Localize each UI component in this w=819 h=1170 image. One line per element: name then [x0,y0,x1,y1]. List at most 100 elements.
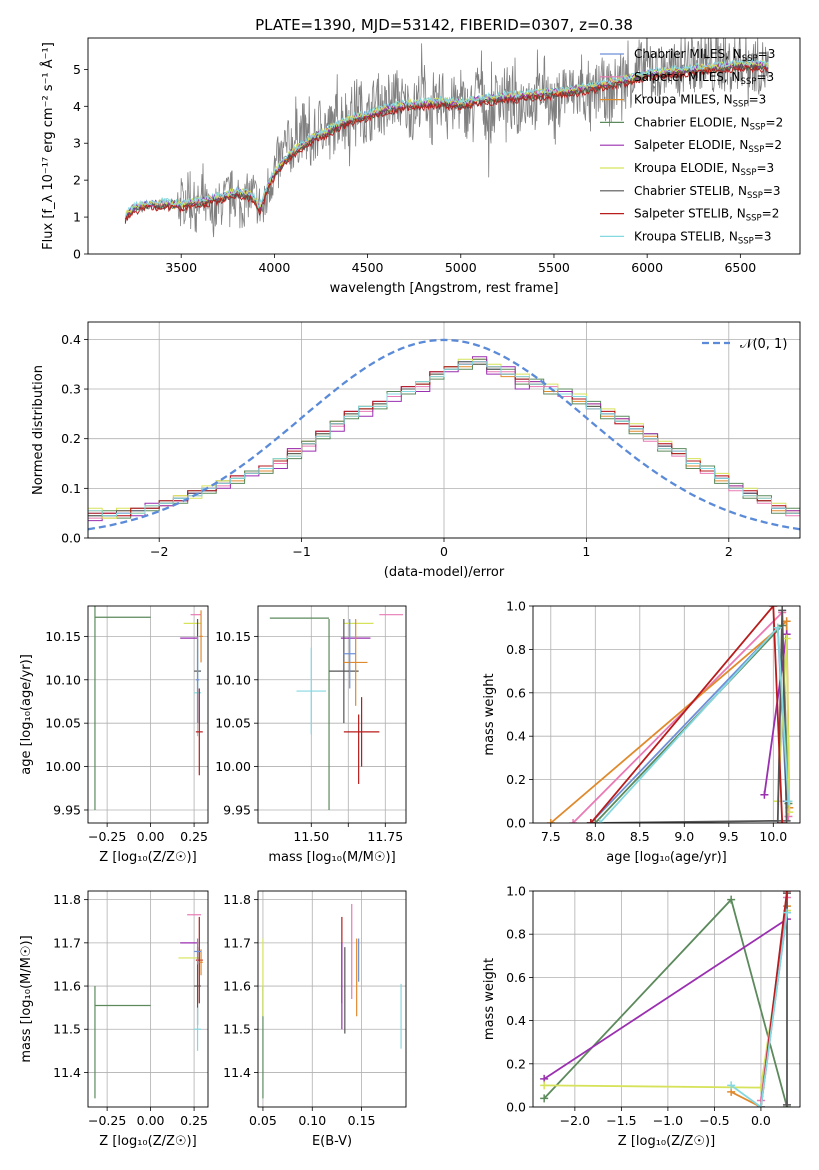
x-tick-label: 7.5 [541,829,561,844]
weight-marker [569,819,578,823]
y-tick-label: 11.4 [223,1065,251,1080]
legend-label: Kroupa MILES, NSSP=3 [634,93,766,110]
weight-marker [727,1081,736,1090]
y-tick-label: 0.2 [506,772,526,787]
x-axis-label: age [log₁₀(age/yr)] [606,850,727,865]
mass_vs_Z-frame [87,890,209,1108]
weight-line [599,625,790,823]
legend-label: 𝒩(0, 1) [740,337,787,352]
x-tick-label: 4000 [258,260,290,275]
x-tick-label: −0.25 [88,1113,126,1128]
age_vs_Z-axes: −0.25 0.00 0.25 9.95 10.00 10.05 10.10 10.15 Z [… [19,606,208,865]
x-tick-label: 6500 [724,260,756,275]
x-tick-label: 11.50 [293,829,329,844]
y-tick-label: 0.0 [506,1100,526,1115]
x-tick-label: 0.05 [249,1113,277,1128]
weight-line [543,918,788,1080]
legend-label: Chabrier ELODIE, NSSP=2 [634,115,783,132]
model-line [124,58,769,218]
weight-marker [546,819,555,823]
y-tick-label: 4 [73,99,81,114]
y-tick-label: 11.7 [53,935,81,950]
weight-marker [782,908,791,917]
x-axis-label: E(B-V) [312,1134,352,1149]
y-tick-label: 1 [73,210,81,225]
y-tick-label: 11.5 [53,1022,81,1037]
x-tick-label: 1 [582,544,590,559]
weight-line [550,619,791,823]
y-tick-label: 10.10 [45,672,81,687]
weight-line [590,606,784,823]
error-bar-point [343,619,356,689]
y-tick-label: 0.0 [61,531,81,546]
weight-marker [727,895,736,904]
x-tick-label: 9.0 [674,829,694,844]
histogram-plot-area [88,338,800,538]
weight-marker [540,1094,549,1103]
legend-label: Chabrier MILES, NSSP=3 [634,47,775,64]
model-line [124,63,769,223]
error-bar-point [195,688,203,776]
y-axis-label: mass weight [482,958,497,1040]
weight-line [594,623,790,823]
y-tick-label: 2 [73,173,81,188]
y-tick-label: 11.5 [223,1022,251,1037]
x-tick-label: 2 [725,544,733,559]
error-bar-point [195,636,200,724]
normal-reference-curve [88,338,800,531]
weight-marker [769,606,778,610]
x-tick-label: 6000 [631,260,663,275]
y-tick-label: 0 [73,247,81,262]
y-axis-label: Flux [f_λ 10⁻¹⁷ erg cm⁻² s⁻¹ Å⁻¹] [40,42,56,250]
y-axis-label: mass [log₁₀(M/M☉)] [19,935,34,1062]
y-tick-label: 0.4 [506,729,526,744]
y-tick-label: 1.0 [506,599,526,614]
weight-marker [782,617,791,626]
weight-line [572,610,790,823]
x-tick-label: 8.5 [630,829,650,844]
y-tick-label: 10.15 [45,629,81,644]
mass_vs_Z-axes: −0.25 0.00 0.25 11.4 11.5 11.6 11.7 11.8 Z [log₁… [19,891,208,1149]
weight-marker [773,623,782,632]
mass_vs_EBV-frame [257,890,407,1108]
y-tick-label: 0.4 [61,332,81,347]
x-tick-label: −1.0 [653,1113,683,1128]
legend-label: Kroupa ELODIE, NSSP=3 [634,161,774,178]
error-bar-point [343,619,368,706]
x-tick-label: −1 [292,544,310,559]
weight-marker [540,1081,549,1090]
chart-title: PLATE=1390, MJD=53142, FIBERID=0307, z=0… [255,16,633,34]
weight-marker [782,1100,791,1107]
x-tick-label: 0.0 [751,1113,771,1128]
x-tick-label: 3500 [165,260,197,275]
weight-marker [586,819,595,823]
error-bar-point [199,610,203,663]
y-tick-label: 11.8 [223,892,251,907]
y-tick-label: 11.4 [53,1065,81,1080]
y-tick-label: 0.8 [506,642,526,657]
y-tick-label: 0.6 [506,970,526,985]
error-bar-point [194,1007,202,1051]
weight_vs_age-plot-area [546,606,794,823]
model-line [124,64,769,224]
y-tick-label: 10.10 [215,672,251,687]
weight-marker [595,819,604,823]
x-tick-label: 4500 [352,260,384,275]
x-axis-label: (data-model)/error [384,565,505,580]
x-tick-label: −2.0 [560,1113,590,1128]
y-tick-label: 5 [73,62,81,77]
y-tick-label: 11.6 [53,979,81,994]
y-tick-label: 10.15 [215,629,251,644]
x-tick-label: 0.25 [180,1113,208,1128]
weight-marker [782,816,791,823]
histogram-step [88,361,800,538]
y-tick-label: 11.7 [223,935,251,950]
age_vs_mass-frame [257,605,407,824]
x-axis-label: wavelength [Angstrom, rest frame] [330,281,559,296]
weight-marker [773,816,782,823]
weight-marker [782,891,791,895]
weight-marker [784,797,793,806]
y-tick-label: 3 [73,136,81,151]
mass_vs_Z-plot-area [94,914,203,1099]
